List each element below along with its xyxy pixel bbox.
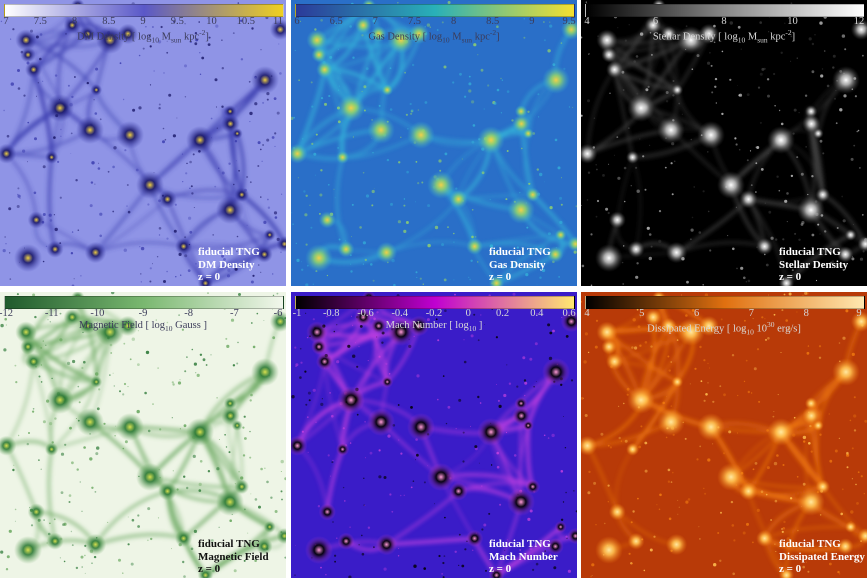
colorbar-tick-label: -9 <box>138 308 148 319</box>
dm-caption: fiducial TNG DM Density z = 0 <box>198 246 260 284</box>
colorbar-tick-label: 8.5 <box>486 16 500 27</box>
panel-stellar-density: 4 6 8 10 12 Stellar Density [ log10 Msun kpc… <box>581 0 867 286</box>
dm-colorbar-label: DM Density [ log10 Msun kpc-2] <box>77 28 209 45</box>
energy-colorbar-ticks: 4 5 6 7 8 9 <box>581 308 867 322</box>
dm-caption-line3: z = 0 <box>198 271 221 283</box>
colorbar-tick-label: 0.6 <box>562 308 576 319</box>
colorbar-tick-label: -12 <box>0 308 13 319</box>
colorbar-tick-label: 9 <box>856 308 862 319</box>
colorbar-tick-label: 6 <box>652 16 659 27</box>
colorbar-tick-label: 11 <box>272 16 284 27</box>
dm-colorbar <box>4 4 284 17</box>
colorbar-tick-label: 8.5 <box>102 16 116 27</box>
stars-caption-line1: fiducial TNG <box>779 246 841 258</box>
colorbar-tick-label: -6 <box>273 308 283 319</box>
bfield-colorbar-label: Magnetic Field [ log10 Gauss ] <box>79 320 207 334</box>
colorbar-tick-label: 0 <box>465 308 471 319</box>
colorbar-tick-label: 10.5 <box>236 16 255 27</box>
colorbar-tick-label: 4 <box>584 308 590 319</box>
mach-caption-line2: Mach Number <box>489 550 558 563</box>
stars-colorbar <box>585 4 865 17</box>
energy-colorbar-label: Dissipated Energy [ log10 1030 erg/s] <box>647 320 801 337</box>
colorbar-tick-label: 9 <box>529 16 535 27</box>
bfield-colorbar-ticks: -12 -11 -10 -9 -8 -7 -6 <box>0 308 286 322</box>
panel-dissipated-energy: 4 5 6 7 8 9 Dissipated Energy [ log10 1030 er… <box>581 292 867 578</box>
energy-caption-line1: fiducial TNG <box>779 538 841 550</box>
colorbar-tick-label: -0.8 <box>322 308 340 319</box>
energy-caption-line2: Dissipated Energy <box>779 550 865 563</box>
colorbar-tick-label: -0.4 <box>391 308 409 319</box>
colorbar-tick-label: 10 <box>206 16 217 27</box>
colorbar-tick-label: 5 <box>639 308 645 319</box>
dissipated-energy-map <box>581 292 867 578</box>
colorbar-tick-label: 0.2 <box>495 308 510 319</box>
bfield-caption-line2: Magnetic Field <box>198 550 269 563</box>
colorbar-tick-label: 12 <box>853 16 865 27</box>
dm-caption-line2: DM Density <box>198 258 255 271</box>
gas-caption-line2: Gas Density <box>489 258 546 271</box>
magnetic-field-map <box>0 292 286 578</box>
gas-colorbar-ticks: 6 6.5 7 7.5 8 8.5 9 9.5 <box>291 16 577 30</box>
stellar-density-map <box>581 0 867 286</box>
colorbar-tick-label: 10 <box>787 16 798 27</box>
mach-colorbar <box>295 296 575 309</box>
colorbar-tick-label: 8 <box>803 308 809 319</box>
stars-colorbar-ticks: 4 6 8 10 12 <box>581 16 867 30</box>
gas-caption-line3: z = 0 <box>489 271 512 283</box>
colorbar-tick-label: 6 <box>693 308 700 319</box>
bfield-caption: fiducial TNG Magnetic Field z = 0 <box>198 538 269 576</box>
mach-colorbar-label: Mach Number [ log10 ] <box>385 320 483 334</box>
stars-colorbar-label: Stellar Density [ log10 Msun kpc-2] <box>652 28 796 45</box>
energy-colorbar <box>585 296 865 309</box>
colorbar-tick-label: 7.5 <box>33 16 47 27</box>
colorbar-tick-label: 4 <box>584 16 590 27</box>
colorbar-tick-label: 7 <box>748 308 755 319</box>
colorbar-tick-label: 7 <box>372 16 378 27</box>
mach-number-map <box>291 292 577 578</box>
colorbar-tick-label: 8 <box>450 16 457 27</box>
colorbar-tick-label: -10 <box>90 308 105 319</box>
gas-colorbar-label: Gas Density [ log10 Msun kpc-2] <box>368 28 500 45</box>
colorbar-tick-label: 8 <box>721 16 727 27</box>
stars-caption-line3: z = 0 <box>779 271 802 283</box>
gas-caption: fiducial TNG Gas Density z = 0 <box>489 246 551 284</box>
bfield-caption-line1: fiducial TNG <box>198 538 260 550</box>
colorbar-tick-label: -11 <box>44 308 59 319</box>
colorbar-tick-label: 7 <box>3 16 9 27</box>
colorbar-tick-label: 9.5 <box>562 16 576 27</box>
colorbar-tick-label: 6.5 <box>329 16 343 27</box>
bfield-caption-line3: z = 0 <box>198 563 221 575</box>
energy-caption-line3: z = 0 <box>779 563 802 575</box>
stars-caption-line2: Stellar Density <box>779 258 849 271</box>
colorbar-tick-label: -8 <box>184 308 194 319</box>
panel-mach-number: -1 -0.8 -0.6 -0.4 -0.2 0 0.2 0.4 0.6 Mach Number… <box>291 292 577 578</box>
gas-density-map <box>291 0 577 286</box>
mach-caption: fiducial TNG Mach Number z = 0 <box>489 538 558 576</box>
colorbar-tick-label: 8 <box>71 16 78 27</box>
mach-colorbar-ticks: -1 -0.8 -0.6 -0.4 -0.2 0 0.2 0.4 0.6 <box>291 308 577 322</box>
panel-magnetic-field: -12 -11 -10 -9 -8 -7 -6 Magnetic Field [ log10… <box>0 292 286 578</box>
colorbar-tick-label: 0.4 <box>530 308 544 319</box>
dm-density-map <box>0 0 286 286</box>
panel-gas-density: 6 6.5 7 7.5 8 8.5 9 9.5 Gas Density [ log10 Msu… <box>291 0 577 286</box>
dm-caption-line1: fiducial TNG <box>198 246 260 258</box>
colorbar-tick-label: -0.6 <box>357 308 374 319</box>
colorbar-tick-label: 6 <box>294 16 300 27</box>
dm-colorbar-ticks: 7 7.5 8 8.5 9 9.5 10 10.5 11 <box>0 16 286 30</box>
colorbar-tick-label: 9 <box>140 16 146 27</box>
gas-colorbar <box>295 4 575 17</box>
gas-caption-line1: fiducial TNG <box>489 246 551 258</box>
mach-caption-line3: z = 0 <box>489 563 512 575</box>
colorbar-tick-label: -1 <box>292 308 302 319</box>
panel-dm-density: 7 7.5 8 8.5 9 9.5 10 10.5 11 DM Density [ log10 … <box>0 0 286 286</box>
colorbar-tick-label: 9.5 <box>170 16 184 27</box>
colorbar-tick-label: 7.5 <box>407 16 421 27</box>
mach-caption-line1: fiducial TNG <box>489 538 551 550</box>
energy-caption: fiducial TNG Dissipated Energy z = 0 <box>779 538 865 576</box>
stars-caption: fiducial TNG Stellar Density z = 0 <box>779 246 848 284</box>
colorbar-tick-label: -7 <box>229 308 239 319</box>
colorbar-tick-label: -0.2 <box>425 308 443 319</box>
bfield-colorbar <box>4 296 284 309</box>
